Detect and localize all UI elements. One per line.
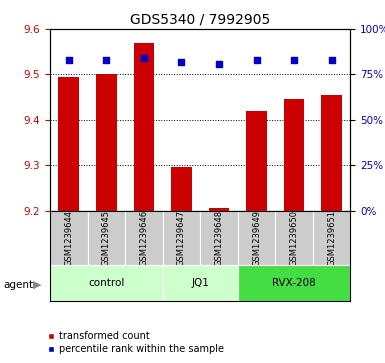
Text: GSM1239645: GSM1239645 [102,210,111,266]
Text: control: control [88,278,124,288]
Title: GDS5340 / 7992905: GDS5340 / 7992905 [130,12,270,26]
Bar [238,211,275,265]
Point [103,57,109,63]
Point [253,57,259,63]
Text: GSM1239647: GSM1239647 [177,210,186,266]
Bar [125,211,163,265]
Bar [200,211,238,265]
Text: agent: agent [4,280,34,290]
Point [216,61,222,66]
Bar [50,211,88,265]
Text: GSM1239648: GSM1239648 [214,210,223,266]
Point [141,55,147,61]
Text: JQ1: JQ1 [191,278,209,288]
Text: GSM1239650: GSM1239650 [290,210,298,266]
Point [178,59,184,65]
Point [328,57,335,63]
Bar [163,265,238,301]
Bar [171,167,192,211]
Legend: transformed count, percentile rank within the sample: transformed count, percentile rank withi… [44,327,228,358]
Bar [246,111,267,211]
Text: ▶: ▶ [33,280,41,290]
Bar [59,77,79,211]
Bar [275,211,313,265]
Bar [321,95,342,211]
Text: GSM1239644: GSM1239644 [64,210,73,266]
Bar [238,265,350,301]
Bar [96,74,117,211]
Text: RVX-208: RVX-208 [272,278,316,288]
Bar [163,211,200,265]
Bar [50,265,163,301]
Text: GSM1239646: GSM1239646 [139,210,148,266]
Point [291,57,297,63]
Bar [134,42,154,211]
Text: GSM1239651: GSM1239651 [327,210,336,266]
Bar [284,99,305,211]
Text: GSM1239649: GSM1239649 [252,210,261,266]
Bar [88,211,125,265]
Bar [209,208,229,211]
Bar [313,211,350,265]
Point [66,57,72,63]
